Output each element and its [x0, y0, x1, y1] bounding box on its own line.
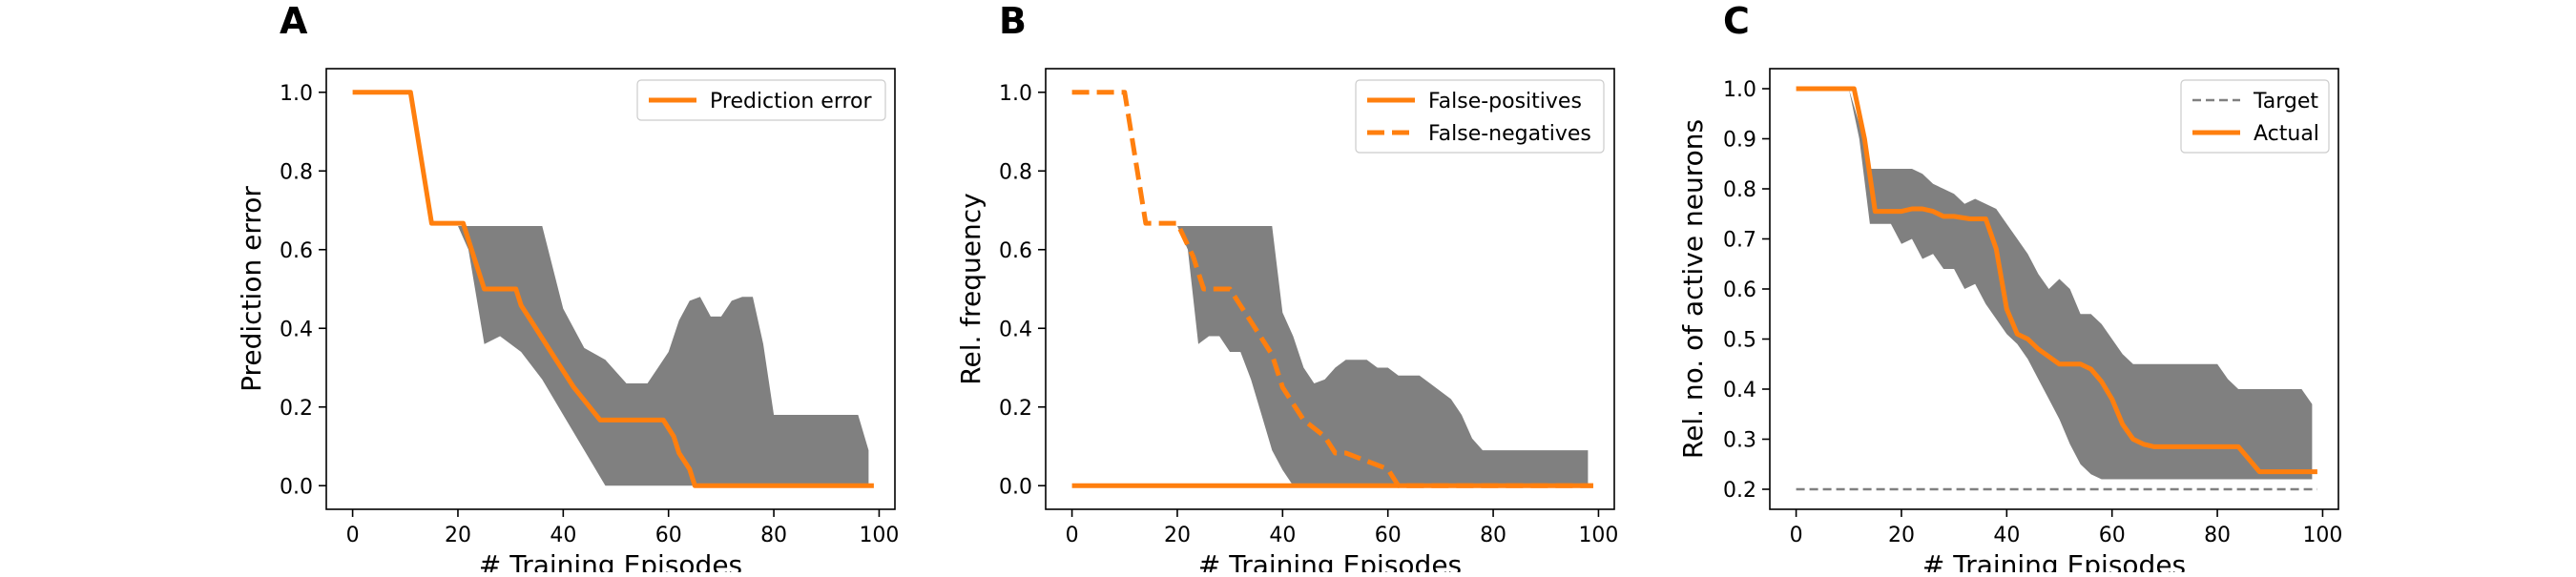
panel-letter-b: B — [999, 0, 1027, 42]
panel-c-ytick-label-0.6: 0.6 — [1723, 278, 1756, 302]
panel-letter-c: C — [1723, 0, 1750, 42]
panel-b-plot-layer — [1071, 90, 1593, 488]
panel-a-series-prediction-error — [352, 90, 874, 488]
panel-b-xtick-label-80: 80 — [1480, 524, 1506, 547]
panel-a-frame — [325, 68, 896, 510]
panel-a-ytick-label-0.4: 0.4 — [280, 318, 313, 341]
panel-c-ytick-label-0.2: 0.2 — [1723, 479, 1756, 503]
panel-b-frame — [1045, 68, 1615, 510]
panel-c-legend-label-target: Target — [2253, 90, 2318, 113]
panel-c-series-actual — [1796, 86, 2317, 475]
panel-a-xtick-label-60: 60 — [655, 524, 682, 547]
panel-a-plot-layer — [352, 90, 874, 488]
panel-c-ytick-label-0.3: 0.3 — [1723, 429, 1756, 453]
panel-c-ytick-label-0.8: 0.8 — [1723, 178, 1756, 202]
panel-b-axes: 0 20 40 60 80 100 0.0 0.2 0.4 0.6 0.8 1.0 — [999, 82, 1618, 547]
panel-a-legend-label-prediction-error: Prediction error — [710, 90, 872, 113]
panel-b-ytick-label-1.0: 1.0 — [999, 82, 1032, 106]
panel-a-legend-box — [636, 79, 886, 121]
panel-a-ytick-label-0.6: 0.6 — [280, 239, 313, 263]
panel-c-xtick-label-0: 0 — [1790, 524, 1803, 547]
panel-b-legend-label-false-negatives: False-negatives — [1428, 122, 1591, 146]
panel-a-xtick-label-80: 80 — [760, 524, 787, 547]
panel-b-ytick-label-0.8: 0.8 — [999, 160, 1032, 184]
panel-c-ytick-label-0.9: 0.9 — [1723, 129, 1756, 153]
panel-c-range-band — [1848, 89, 2313, 480]
panel-a-ytick-label-0.8: 0.8 — [280, 160, 313, 184]
panel-a-ylabel: Prediction error — [236, 186, 267, 392]
panel-b-legend-label-false-positives: False-positives — [1428, 90, 1582, 113]
panel-b: B 0 20 40 60 80 100 0.0 0.2 0.4 0.6 0.8 1.0 # Train… — [955, 0, 1618, 577]
panel-b-ytick-label-0.6: 0.6 — [999, 239, 1032, 263]
panel-a-xlabel: # Training Episodes — [479, 549, 742, 572]
panel-c-xtick-label-20: 20 — [1888, 524, 1915, 547]
panel-b-xtick-label-100: 100 — [1578, 524, 1618, 547]
panel-b-xtick-label-40: 40 — [1269, 524, 1296, 547]
panel-c-ytick-label-0.5: 0.5 — [1723, 329, 1756, 353]
panel-b-xtick-label-60: 60 — [1375, 524, 1402, 547]
panel-b-xtick-label-20: 20 — [1164, 524, 1191, 547]
panel-b-legend: False-positives False-negatives — [1355, 79, 1605, 154]
panel-b-xlabel: # Training Episodes — [1198, 549, 1462, 572]
panel-a-legend: Prediction error — [636, 79, 886, 121]
panel-a-xtick-label-100: 100 — [859, 524, 899, 547]
panel-a-xtick-label-0: 0 — [346, 524, 360, 547]
panel-b-ytick-label-0.4: 0.4 — [999, 318, 1032, 341]
panel-a-axes: 0 20 40 60 80 100 0.0 0.2 0.4 0.6 0.8 1.0 — [280, 82, 899, 547]
panel-c-ytick-label-0.4: 0.4 — [1723, 379, 1756, 402]
panel-c-legend: Target Actual — [2180, 79, 2330, 154]
panel-c-xtick-label-80: 80 — [2204, 524, 2231, 547]
panel-a-xtick-label-20: 20 — [445, 524, 471, 547]
panel-c-legend-label-actual: Actual — [2254, 122, 2319, 146]
panel-b-legend-box — [1355, 79, 1605, 154]
panel-a-ytick-label-1.0: 1.0 — [280, 82, 313, 106]
panel-a-range-band — [458, 226, 869, 486]
panel-c-xtick-label-60: 60 — [2099, 524, 2126, 547]
panel-c-xtick-label-100: 100 — [2302, 524, 2342, 547]
panel-c-ytick-label-0.7: 0.7 — [1723, 229, 1756, 253]
panel-a-xtick-label-40: 40 — [550, 524, 576, 547]
panel-b-ytick-label-0.0: 0.0 — [999, 475, 1032, 499]
panel-a: A 0 20 40 60 80 100 0.0 0.2 0.4 0.6 0.8 1.0 # Train… — [236, 0, 899, 577]
panel-b-ylabel: Rel. frequency — [955, 193, 987, 384]
panel-c-ylabel: Rel. no. of active neurons — [1677, 119, 1709, 459]
panel-c-ytick-label-1.0: 1.0 — [1723, 78, 1756, 102]
panel-b-range-band — [1177, 226, 1589, 486]
panel-b-series-false-negatives — [1071, 90, 1593, 488]
panel-c-plot-layer — [1796, 86, 2317, 491]
panel-c: C 0 20 40 60 80 100 0.2 0.3 0.4 0.5 0.6 0.7 0.8 0.9 1.… — [1677, 0, 2342, 577]
panel-a-ytick-label-0.2: 0.2 — [280, 397, 313, 421]
panel-letter-a: A — [280, 0, 308, 42]
panel-b-xtick-label-0: 0 — [1066, 524, 1079, 547]
panel-c-xlabel: # Training Episodes — [1922, 549, 2186, 572]
panel-c-axes: 0 20 40 60 80 100 0.2 0.3 0.4 0.5 0.6 0.7 0.8 0.9 1.0 — [1723, 78, 2342, 547]
panel-c-xtick-label-40: 40 — [1993, 524, 2020, 547]
panel-b-ytick-label-0.2: 0.2 — [999, 397, 1032, 421]
panel-a-ytick-label-0.0: 0.0 — [280, 475, 313, 499]
